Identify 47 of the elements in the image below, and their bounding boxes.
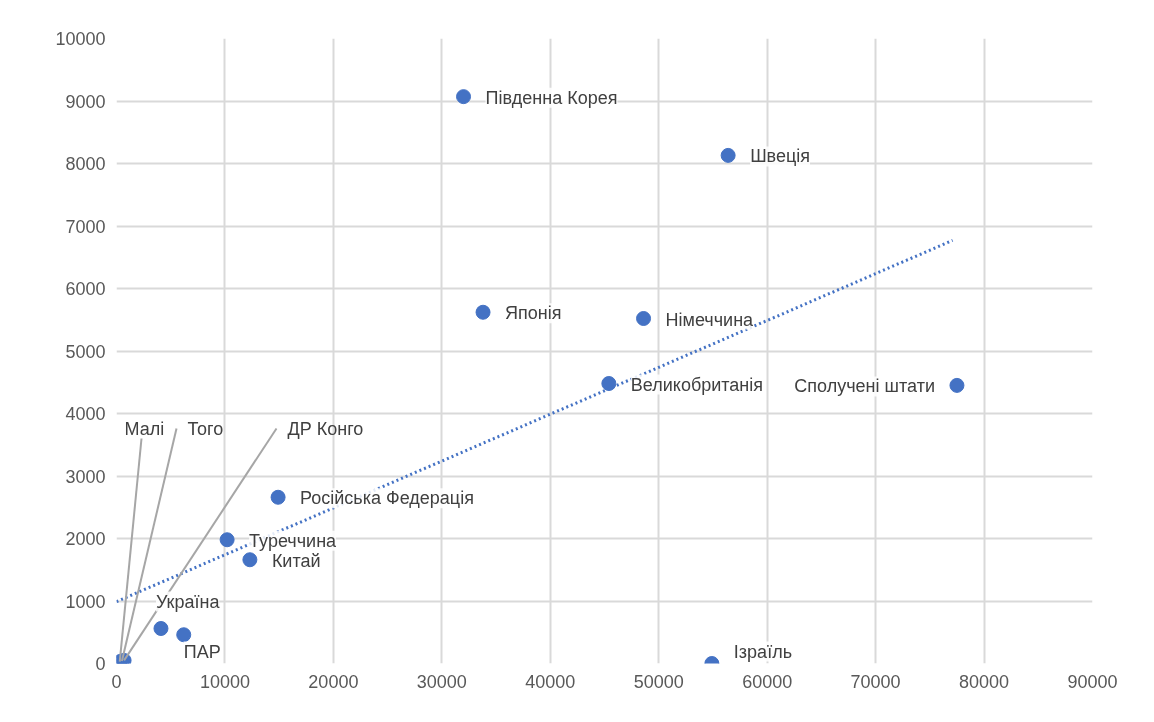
point <box>176 627 192 643</box>
annotation: Китай <box>271 550 321 571</box>
point <box>242 552 258 568</box>
y-tick-label: 8000 <box>65 154 106 174</box>
annotation: Японія <box>505 303 562 324</box>
x-tick-label: 0 <box>111 671 122 692</box>
point <box>636 311 652 326</box>
annotation: Малі <box>124 418 165 439</box>
annotation: ДР Конго <box>287 418 364 439</box>
annotation: Туреччина <box>249 530 338 551</box>
annotation: Німеччина <box>665 309 755 330</box>
point <box>456 89 472 105</box>
y-tick-label: 4000 <box>65 404 106 424</box>
y-tick-label: 1000 <box>65 591 106 612</box>
x-tick-label: 50000 <box>633 671 684 692</box>
y-tick-label: 9000 <box>65 91 106 112</box>
point <box>153 621 169 636</box>
y-tick-label: 5000 <box>65 341 106 362</box>
y-tick-label: 10000 <box>55 29 106 49</box>
x-tick-label: 80000 <box>959 671 1010 692</box>
annotation: Великобританія <box>630 374 764 395</box>
point <box>219 532 235 548</box>
y-tick-label: 7000 <box>65 216 106 237</box>
point <box>949 377 965 393</box>
x-tick-label: 20000 <box>308 671 359 692</box>
x-tick-label: 90000 <box>1067 671 1118 692</box>
annotation: Південна Корея <box>485 87 618 108</box>
y-tick-label: 0 <box>95 654 106 674</box>
x-tick-label: 70000 <box>850 671 901 692</box>
point <box>601 376 617 391</box>
annotation: Того <box>187 418 224 439</box>
y-tick-label: 3000 <box>65 466 106 487</box>
annotation: Ізраїль <box>733 641 793 662</box>
point <box>270 489 286 505</box>
annotation: Російська Федерація <box>300 488 474 509</box>
x-tick-label: 40000 <box>525 671 576 692</box>
point <box>720 147 736 163</box>
x-tick-label: 60000 <box>742 671 793 692</box>
y-tick-label: 6000 <box>65 279 106 299</box>
annotation: Україна <box>155 591 221 612</box>
x-tick-label: 30000 <box>416 671 467 692</box>
point <box>475 304 491 320</box>
annotation: ПАР <box>183 641 221 662</box>
annotation: Сполучені штати <box>794 376 935 397</box>
x-tick-label: 10000 <box>199 671 250 692</box>
annotation: Швеція <box>750 146 811 167</box>
y-tick-label: 2000 <box>65 529 106 549</box>
